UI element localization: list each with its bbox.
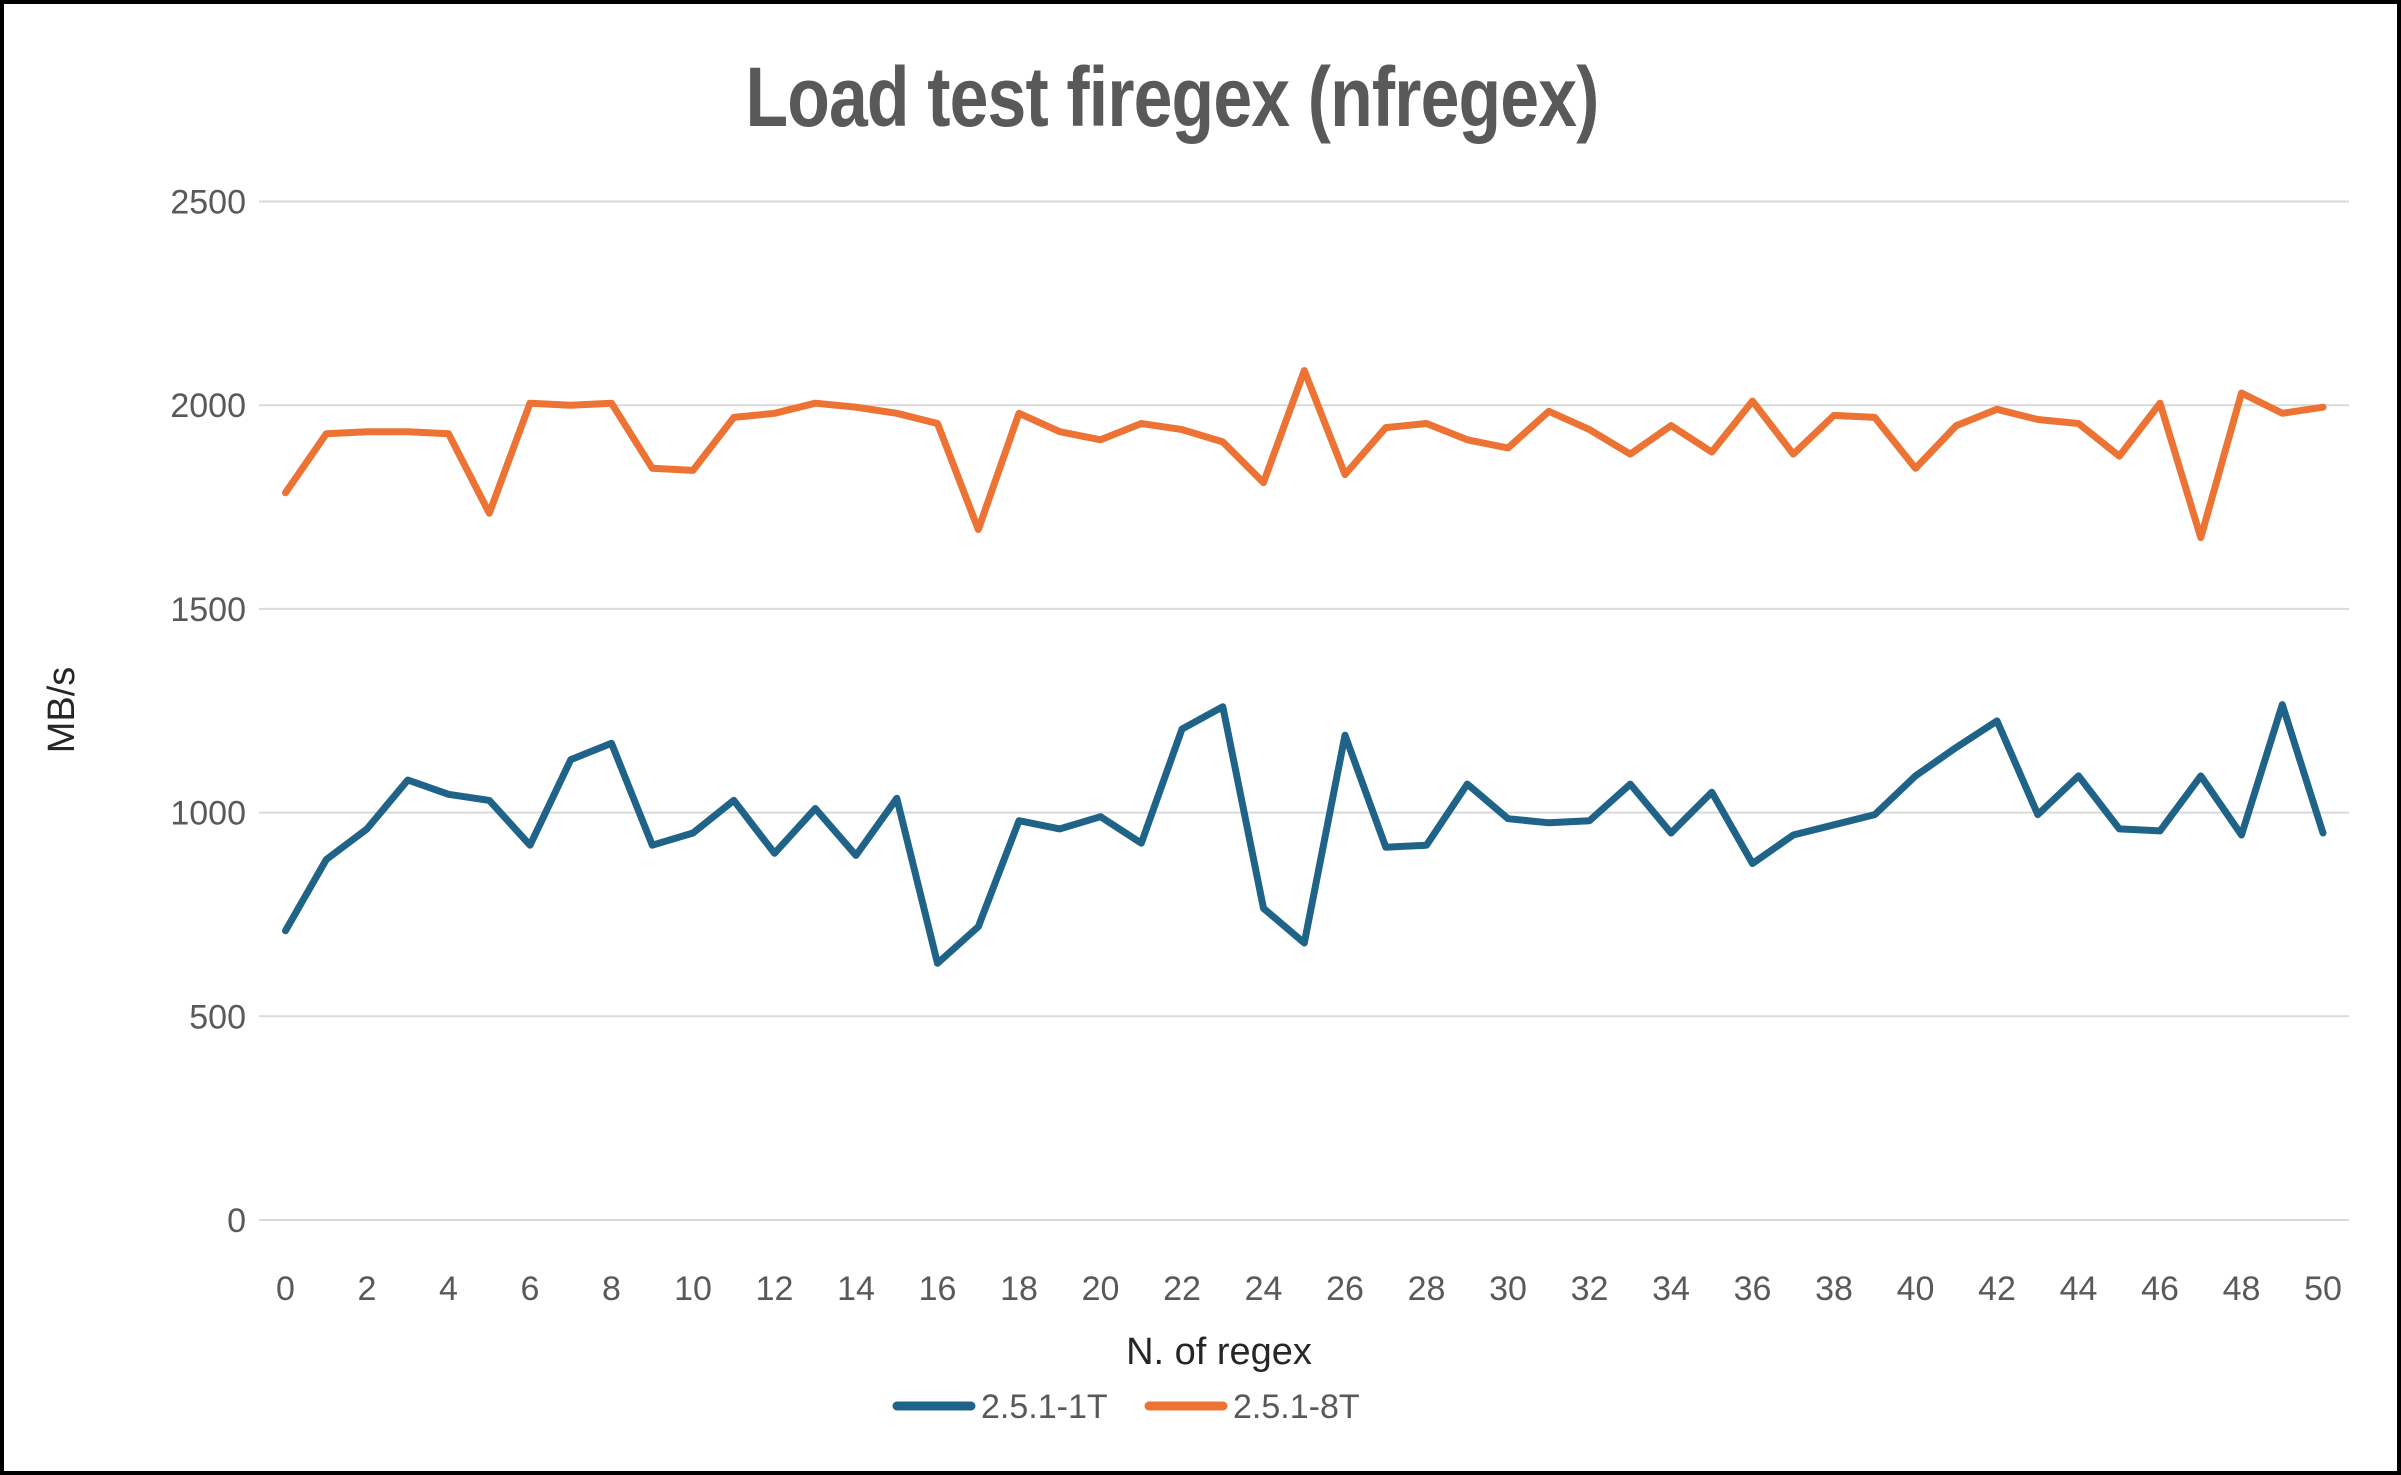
x-tick-label: 30 — [1489, 1270, 1527, 1308]
x-tick-label: 20 — [1082, 1270, 1120, 1308]
x-axis-title: N. of regex — [1126, 1331, 1312, 1373]
x-tick-label: 10 — [674, 1270, 712, 1308]
x-tick-label: 22 — [1163, 1270, 1201, 1308]
y-axis-title: MB/s — [41, 667, 83, 754]
x-tick-label: 36 — [1734, 1270, 1772, 1308]
x-tick-label: 50 — [2304, 1270, 2342, 1308]
x-tick-label: 14 — [837, 1270, 875, 1308]
x-tick-label: 26 — [1326, 1270, 1364, 1308]
y-axis-tick-labels: 0 500 1000 1500 2000 2500 — [170, 184, 246, 1241]
x-tick-label: 48 — [2223, 1270, 2261, 1308]
y-tick-label: 0 — [227, 1202, 246, 1240]
legend-item-2.5.1-8T: 2.5.1-8T — [1144, 1388, 1360, 1426]
y-tick-label: 1000 — [170, 795, 246, 833]
y-tick-label: 2000 — [170, 387, 246, 425]
chart-title: Load test firegex (nfregex) — [745, 51, 1598, 145]
x-tick-label: 18 — [1000, 1270, 1038, 1308]
legend: 2.5.1-1T 2.5.1-8T — [892, 1388, 1360, 1426]
legend-label: 2.5.1-1T — [981, 1388, 1108, 1426]
x-tick-label: 46 — [2141, 1270, 2179, 1308]
series-line-2.5.1-8T — [282, 367, 2327, 542]
x-tick-label: 8 — [602, 1270, 621, 1308]
series-lines — [282, 367, 2327, 967]
x-tick-label: 32 — [1571, 1270, 1609, 1308]
x-tick-label: 28 — [1408, 1270, 1446, 1308]
series-line-2.5.1-1T — [282, 701, 2327, 967]
y-tick-label: 500 — [189, 998, 246, 1036]
x-tick-label: 12 — [756, 1270, 794, 1308]
x-tick-label: 2 — [358, 1270, 377, 1308]
x-tick-label: 6 — [521, 1270, 540, 1308]
x-axis-tick-labels: 0 2 4 6 8 10 12 14 16 18 20 22 24 26 28 30 32 34 36 38 40 42 4… — [276, 1270, 2342, 1308]
x-tick-label: 16 — [919, 1270, 957, 1308]
x-tick-label: 42 — [1978, 1270, 2016, 1308]
x-tick-label: 4 — [439, 1270, 458, 1308]
legend-item-2.5.1-1T: 2.5.1-1T — [892, 1388, 1108, 1426]
x-tick-label: 0 — [276, 1270, 295, 1308]
x-tick-label: 38 — [1815, 1270, 1853, 1308]
y-tick-label: 1500 — [170, 591, 246, 629]
x-tick-label: 44 — [2060, 1270, 2098, 1308]
gridlines — [259, 200, 2349, 1221]
x-tick-label: 34 — [1652, 1270, 1690, 1308]
y-tick-label: 2500 — [170, 184, 246, 222]
legend-label: 2.5.1-8T — [1233, 1388, 1360, 1426]
x-tick-label: 40 — [1897, 1270, 1935, 1308]
x-tick-label: 24 — [1245, 1270, 1283, 1308]
